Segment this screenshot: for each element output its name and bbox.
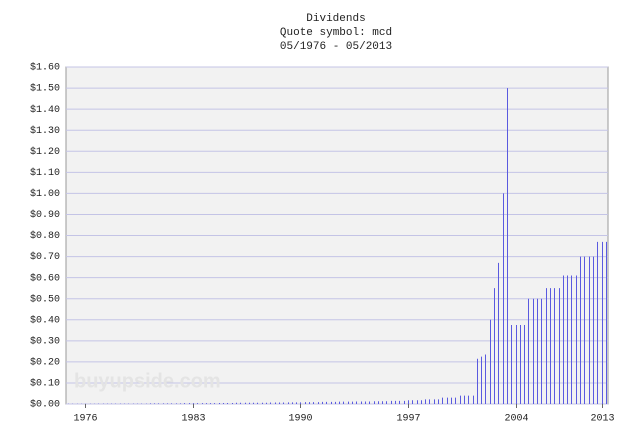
x-tick-label: 1976 — [73, 414, 97, 425]
x-tick-label: 1990 — [288, 414, 312, 425]
y-tick-label: $0.10 — [30, 378, 60, 390]
y-tick-label: $1.50 — [30, 83, 60, 95]
watermark: buyupside.com — [74, 370, 221, 392]
grid — [66, 66, 608, 405]
y-tick-label: $1.10 — [30, 167, 60, 179]
x-tick-label: 1997 — [396, 414, 420, 425]
marks — [68, 88, 607, 404]
y-tick-label: $0.30 — [30, 335, 60, 347]
y-tick-label: $0.50 — [30, 293, 60, 305]
y-tick-label: $1.30 — [30, 125, 60, 137]
date-range: 05/1976 - 05/2013 — [280, 41, 392, 53]
y-tick-label: $1.00 — [30, 188, 60, 200]
y-tick-label: $0.00 — [30, 399, 60, 411]
y-tick-label: $0.70 — [30, 251, 60, 263]
y-tick-label: $0.40 — [30, 314, 60, 326]
y-tick-label: $1.20 — [30, 146, 60, 158]
y-tick-label: $0.80 — [30, 230, 60, 242]
y-tick-label: $0.60 — [30, 272, 60, 284]
x-tick-label: 2013 — [590, 414, 614, 425]
chart-title: Dividends — [306, 13, 365, 25]
x-tick-label: 1983 — [181, 414, 205, 425]
y-tick-label: $1.40 — [30, 104, 60, 116]
y-tick-label: $0.20 — [30, 357, 60, 369]
y-tick-label: $1.60 — [30, 62, 60, 74]
chart-subtitle: Quote symbol: mcd — [280, 27, 392, 39]
x-tick-label: 2004 — [504, 414, 528, 425]
y-tick-label: $0.90 — [30, 209, 60, 221]
